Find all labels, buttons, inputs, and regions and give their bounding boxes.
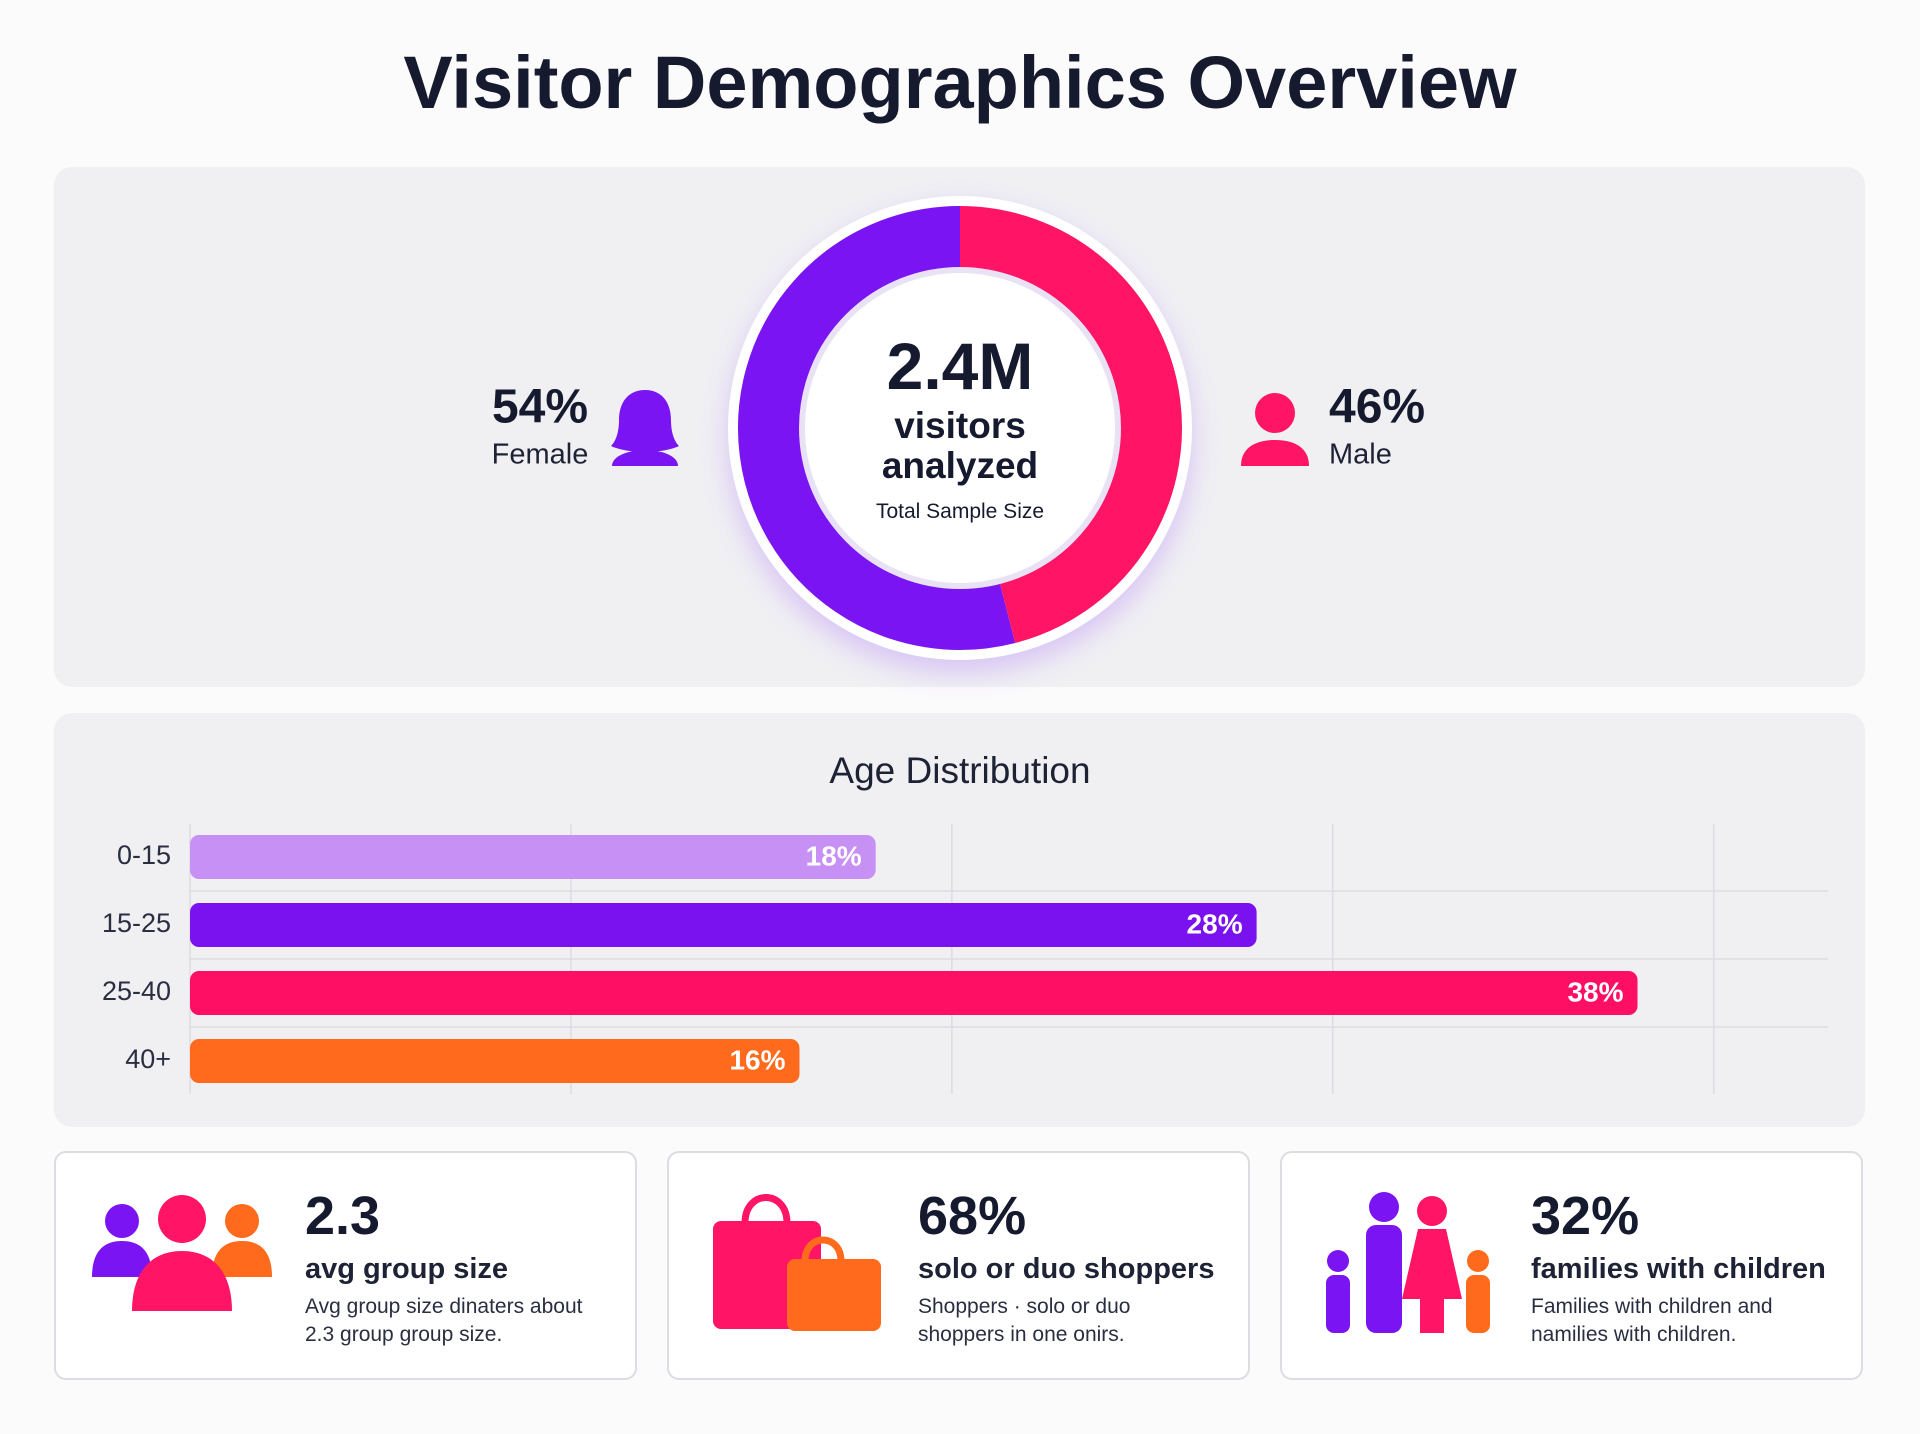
legend-value: 54% (492, 381, 588, 434)
center-sublabel: Total Sample Size (875, 500, 1045, 523)
card-value: 68% (918, 1186, 1027, 1246)
group-icon (92, 1195, 272, 1311)
bar (190, 903, 1257, 947)
bar-chart: Age Distribution 0-15 18% 15-25 28% 25-40 38% 4… (102, 750, 1828, 1094)
donut-hole (799, 267, 1121, 589)
card-value: 32% (1531, 1186, 1640, 1246)
family-icon (1326, 1192, 1490, 1333)
bar (190, 835, 876, 879)
legend-value: 46% (1329, 381, 1425, 434)
bar (190, 971, 1638, 1015)
card-description: Families with children and namilies with… (1531, 1295, 1773, 1346)
value-label: 38% (1567, 976, 1623, 1007)
donut-segment (738, 206, 1016, 650)
card-label: solo or duo shoppers (918, 1253, 1215, 1285)
donut-segment (959, 206, 1182, 644)
charts: Age Distribution 0-15 18% 15-25 28% 25-40 38% 4… (102, 196, 1828, 1094)
male-icon (1241, 393, 1309, 466)
value-label: 18% (806, 840, 862, 871)
y-tick-label: 15-25 (102, 908, 171, 938)
donut-center: 2.4M visitors analyzed Total Sample Size (830, 330, 1090, 524)
card-description: Shoppers · solo or duo shoppers in one o… (918, 1295, 1131, 1346)
y-tick-label: 40+ (125, 1044, 171, 1074)
value-label: 28% (1187, 908, 1243, 939)
card-label: families with children (1531, 1253, 1826, 1285)
card-label: avg group size (305, 1253, 509, 1285)
center-label: visitors analyzed (881, 405, 1039, 486)
donut (738, 206, 1182, 650)
y-tick-label: 0-15 (117, 840, 171, 870)
stat-card: 32% families with children Families with… (1280, 1151, 1863, 1380)
female-icon (611, 390, 679, 466)
stat-card: 68% solo or duo shoppers Shoppers · solo… (667, 1151, 1250, 1380)
card-description: Avg group size dinaters about 2.3 group … (305, 1295, 583, 1346)
card-value: 2.3 (305, 1186, 381, 1246)
bags-icon (713, 1194, 881, 1331)
chart-title: Age Distribution (829, 750, 1090, 791)
legend-label: Male (1329, 439, 1392, 471)
value-label: 16% (729, 1044, 785, 1075)
center-value: 2.4M (886, 329, 1034, 403)
bar (190, 1039, 800, 1083)
stat-card: 2.3 avg group size Avg group size dinate… (54, 1151, 637, 1380)
page-title: Visitor Demographics Overview (403, 41, 1517, 124)
y-tick-label: 25-40 (102, 976, 171, 1006)
legend-label: Female (492, 439, 589, 471)
